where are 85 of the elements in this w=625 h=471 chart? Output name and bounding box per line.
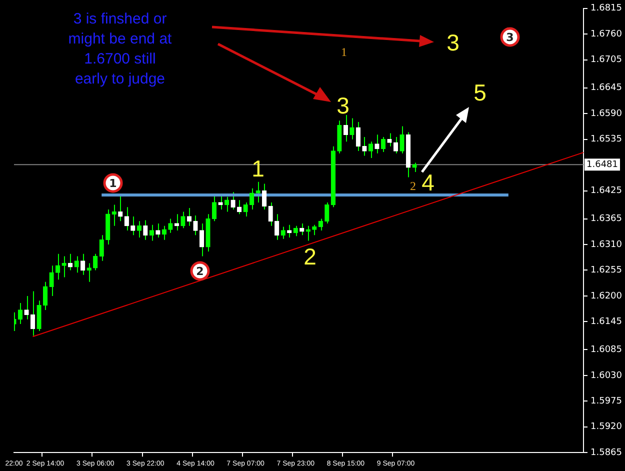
candlestick: [249, 188, 254, 210]
annotation: 3: [506, 30, 514, 44]
annotation: 1: [341, 45, 347, 60]
candlestick: [86, 262, 92, 282]
candlestick: [143, 220, 148, 240]
candlestick: [343, 114, 348, 142]
annotation: 3 is finshed or might be end at 1.6700 still early to judge: [68, 10, 173, 88]
candlestick: [130, 216, 136, 236]
candlestick: [218, 194, 223, 210]
candlestick: [356, 122, 361, 152]
candlestick: [380, 136, 386, 152]
annotation: 3: [336, 92, 350, 118]
candlestick: [393, 136, 398, 154]
candlestick: [274, 214, 280, 240]
candlestick: [374, 134, 380, 154]
candlestick: [149, 224, 154, 242]
candlestick: [400, 126, 404, 154]
candlestick: [156, 222, 160, 238]
y-tick-label: 1.6645: [590, 83, 622, 94]
y-tick-label: 1.6535: [590, 134, 622, 145]
candlestick: [262, 183, 267, 210]
candlestick: [199, 222, 204, 257]
candlestick: [186, 208, 192, 226]
candlestick: [362, 136, 367, 156]
candlestick: [368, 141, 374, 159]
annotation: 2: [196, 264, 204, 278]
candlestick: [99, 234, 104, 262]
candlestick: [30, 290, 36, 336]
y-tick-label: 1.6365: [590, 214, 622, 224]
candlestick: [42, 281, 48, 310]
annotation: 1: [109, 176, 117, 190]
y-tick-label: 1.5975: [590, 396, 622, 407]
annotation: 3: [446, 29, 460, 56]
y-tick-label: 1.6760: [590, 29, 622, 40]
candlestick: [312, 224, 317, 236]
candlestick: [162, 225, 167, 240]
candlestick: [24, 295, 29, 320]
y-tick-label: 1.6425: [590, 186, 622, 196]
candlestick: [124, 206, 129, 231]
candlestick: [18, 302, 23, 325]
candlestick: [180, 211, 186, 229]
y-tick-label: 1.6815: [590, 4, 622, 14]
candlestick: [62, 256, 66, 278]
candlestick: [324, 202, 330, 224]
candlestick: [112, 204, 116, 226]
candlestick: [174, 214, 180, 231]
y-tick-label: 1.6590: [590, 108, 622, 119]
candlestick: [256, 181, 260, 203]
candlestick: [49, 265, 54, 296]
candlestick: [80, 253, 86, 276]
y-tick-label: 1.6255: [590, 266, 622, 276]
candlestick: [387, 132, 392, 147]
y-tick-label: 1.6705: [590, 55, 622, 66]
y-tick-label: 1.6310: [590, 240, 622, 250]
candlestick: [306, 225, 310, 242]
candlestick: [118, 195, 123, 222]
annotation: 1: [252, 155, 264, 182]
candlestick: [300, 222, 304, 236]
annotation: 4: [422, 169, 435, 196]
candlestick: [136, 220, 142, 238]
y-tick-label: 1.6200: [590, 291, 622, 302]
y-tick-label: 1.6030: [590, 370, 622, 381]
candlestick: [412, 162, 417, 173]
y-tick-label: 1.6145: [590, 317, 622, 328]
candlestick: [280, 226, 286, 240]
y-tick-label: 1.6085: [590, 345, 622, 356]
candlestick: [268, 202, 273, 226]
candlestick: [93, 253, 98, 271]
candlestick: [212, 194, 217, 222]
candlestick: [68, 253, 73, 271]
candlestick: [36, 300, 42, 332]
candlestick: [55, 253, 60, 280]
candlestick: [74, 256, 79, 274]
annotation: 2: [304, 243, 316, 270]
annotation: 5: [474, 79, 486, 106]
y-tick-label: 1.5865: [590, 448, 622, 458]
candlestick: [350, 118, 354, 140]
ref-line-label: 1.6481: [586, 160, 618, 170]
candlestick: [193, 215, 198, 236]
y-tick-label: 1.5920: [590, 422, 622, 432]
candlestick: [168, 218, 173, 234]
annotation: 2: [410, 179, 416, 194]
candlestick: [287, 224, 292, 238]
candlestick: [230, 192, 236, 210]
candlestick: [243, 202, 248, 217]
